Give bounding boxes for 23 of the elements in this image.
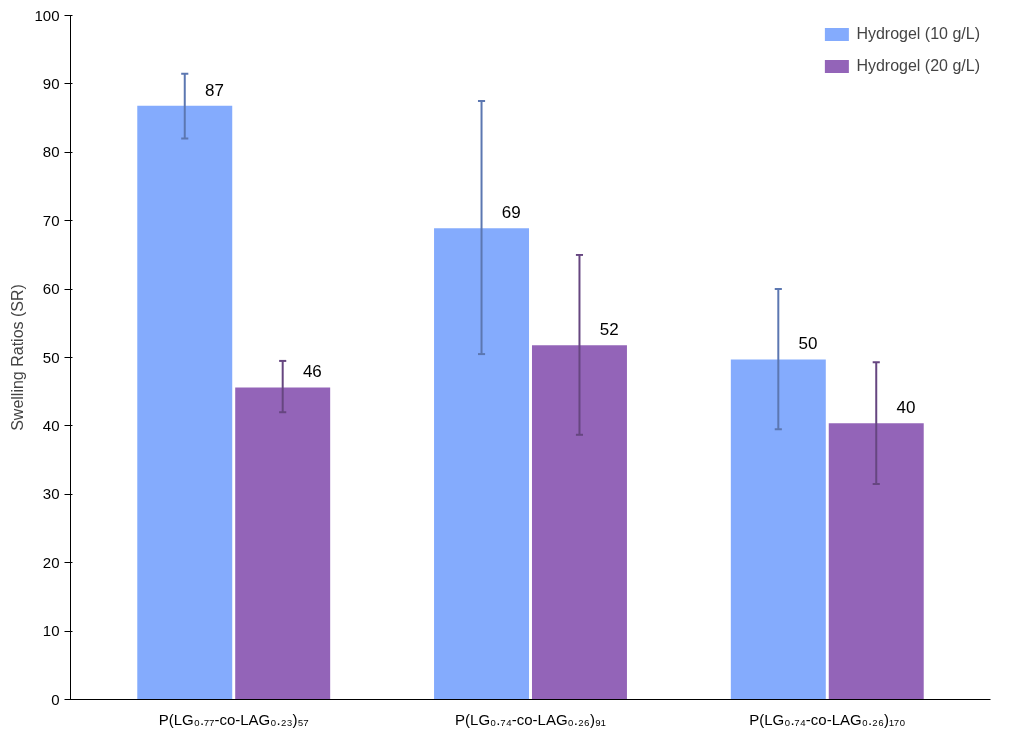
data-label: 46 — [302, 362, 322, 382]
y-tick-label: 70 — [42, 211, 60, 229]
y-tick-label: 30 — [42, 485, 60, 503]
legend-label: Hydrogel (20 g/L) — [856, 57, 980, 75]
y-tick-label: 20 — [42, 553, 60, 571]
y-tick-label: 60 — [42, 280, 60, 298]
y-tick-label: 10 — [42, 622, 60, 640]
y-tick-label: 90 — [42, 74, 60, 92]
y-tick-label: 40 — [42, 416, 60, 434]
y-tick-label: 100 — [34, 6, 60, 24]
y-axis-title: Swelling Ratios (SR) — [9, 284, 27, 431]
data-label: 87 — [204, 80, 224, 100]
x-tick-label: P(LG₀.₇₄-co-LAG₀.₂₆)₁₇₀ — [749, 710, 906, 728]
data-label: 50 — [798, 334, 818, 354]
data-label: 52 — [599, 319, 619, 339]
y-tick-label: 80 — [42, 143, 60, 161]
legend-label: Hydrogel (10 g/L) — [856, 25, 980, 43]
data-label: 69 — [501, 202, 521, 222]
data-label: 40 — [896, 397, 916, 417]
x-tick-label: P(LG₀.₇₄-co-LAG₀.₂₆)₉₁ — [455, 710, 606, 728]
y-tick-label: 50 — [42, 348, 60, 366]
x-tick-label: P(LG₀.₇₇-co-LAG₀.₂₃)₅₇ — [158, 710, 309, 728]
y-tick-label: 0 — [51, 690, 60, 708]
